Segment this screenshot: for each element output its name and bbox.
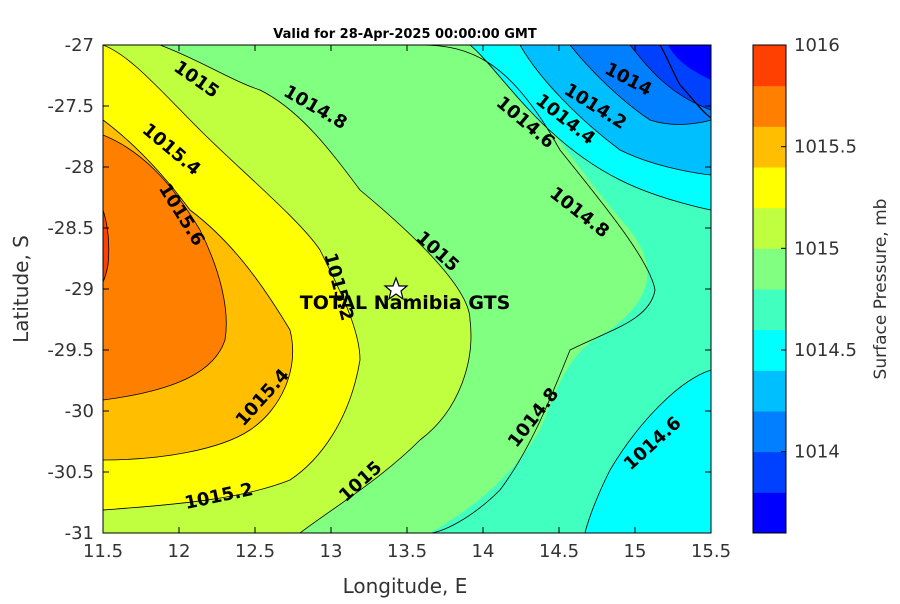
x-tick-label: 13.5 <box>387 541 427 562</box>
x-tick-label: 13 <box>320 541 343 562</box>
y-tick-label: -31 <box>65 523 94 544</box>
colorbar-swatch <box>753 492 786 534</box>
x-tick-label: 15 <box>624 541 647 562</box>
colorbar-swatch <box>753 126 786 168</box>
station-label: TOTAL Namibia GTS <box>300 292 511 314</box>
colorbar-swatch <box>753 167 786 209</box>
x-tick-label: 12.5 <box>235 541 275 562</box>
contour-fill-layer <box>103 45 711 533</box>
colorbar-tick-label: 1015.5 <box>794 137 857 158</box>
x-tick-label: 14 <box>472 541 495 562</box>
contour-lines <box>103 45 711 533</box>
colorbar-swatch <box>753 451 786 493</box>
colorbar-swatch <box>753 207 786 249</box>
colorbar-swatch <box>753 411 786 453</box>
y-tick-label: -30 <box>65 401 94 422</box>
colorbar-tick-label: 1015 <box>794 238 840 259</box>
colorbar-tick-label: 1014.5 <box>794 340 857 361</box>
y-axis: -27 -27.5 -28 -28.5 -29 -29.5 -30 -30.5 -31 <box>47 35 711 544</box>
y-tick-label: -27.5 <box>47 96 94 117</box>
colorbar-frame <box>752 44 787 534</box>
colorbar-swatch <box>753 370 786 412</box>
y-tick-label: -27 <box>65 35 94 56</box>
colorbar-tick-label: 1014 <box>794 442 840 463</box>
colorbar-label: Surface Pressure, mb <box>871 199 891 380</box>
x-axis-label: Longitude, E <box>343 574 468 598</box>
x-tick-label: 14.5 <box>539 541 579 562</box>
colorbar-swatch <box>753 248 786 290</box>
band-1015-6-to-1015-8 <box>103 135 227 400</box>
y-tick-label: -29 <box>65 279 94 300</box>
y-tick-label: -28.5 <box>47 218 94 239</box>
colorbar <box>752 44 787 534</box>
x-tick-label: 15.5 <box>691 541 731 562</box>
colorbar-ticks: 1016 1015.5 1015 1014.5 1014 <box>781 35 857 463</box>
y-tick-label: -28 <box>65 157 94 178</box>
star-icon <box>383 276 409 301</box>
colorbar-swatch <box>753 329 786 371</box>
y-tick-label: -29.5 <box>47 340 94 361</box>
station-marker: TOTAL Namibia GTS <box>300 276 511 314</box>
band-1013-6-to-1013-8 <box>668 45 711 80</box>
colorbar-swatch <box>753 45 786 87</box>
x-tick-label: 11.5 <box>83 541 123 562</box>
x-axis: 11.5 12 12.5 13 13.5 14 14.5 15 15.5 <box>83 45 731 562</box>
x-tick-label: 12 <box>168 541 191 562</box>
y-axis-label: Latitude, S <box>9 235 33 343</box>
colorbar-tick-label: 1016 <box>794 35 840 56</box>
chart-title: Valid for 28-Apr-2025 00:00:00 GMT <box>273 27 537 42</box>
y-tick-label: -30.5 <box>47 462 94 483</box>
colorbar-swatch <box>753 289 786 331</box>
band-1014-4-to-1014-6 <box>470 45 711 533</box>
colorbar-swatch <box>753 85 786 127</box>
